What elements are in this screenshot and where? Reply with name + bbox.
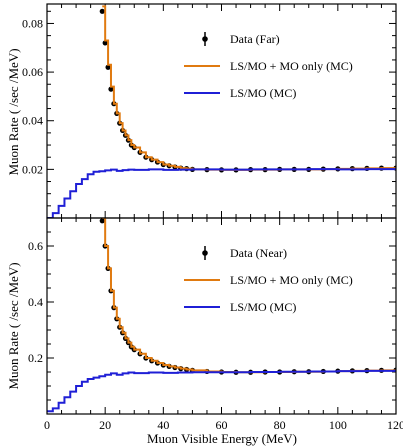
x-tick-label: 100 xyxy=(329,418,347,432)
plot-frame xyxy=(46,217,397,415)
legend-label: LS/MO (MC) xyxy=(230,300,296,314)
y-tick-label: 0.2 xyxy=(28,351,43,365)
x-tick-label: 40 xyxy=(157,418,169,432)
bottom-ylabel: Muon Rate ( /sec /MeV) xyxy=(6,262,21,389)
top-panel: 0.02 0.04 0.06 0.08 Data (Far) LS/MO + MO onl… xyxy=(22,3,397,219)
x-tick-label: 120 xyxy=(387,418,403,432)
legend-label: LS/MO + MO only (MC) xyxy=(230,273,353,287)
data-point xyxy=(108,86,114,92)
y-tick-label: 0.6 xyxy=(28,239,43,253)
y-tick-label: 0.06 xyxy=(22,65,43,79)
series-sum-mc-line xyxy=(102,218,396,374)
y-tick-label: 0.04 xyxy=(22,114,43,128)
bottom-panel: 0.2 0.4 0.6 0 20 40 60 80 100 120 Data (Near) LS/MO… xyxy=(28,217,403,432)
y-tick-label: 0.08 xyxy=(22,16,43,30)
plot-frame xyxy=(46,3,397,219)
data-point xyxy=(102,40,108,46)
data-point xyxy=(99,8,105,14)
legend-label: Data (Far) xyxy=(230,32,280,46)
series-ls-mc-line xyxy=(47,369,396,413)
y-tick-label: 0.4 xyxy=(28,295,43,309)
legend-label: Data (Near) xyxy=(230,246,287,260)
series-ls-mc-line xyxy=(47,168,396,218)
legend-data-marker xyxy=(202,36,208,42)
data-point xyxy=(105,64,111,70)
x-tick-label: 20 xyxy=(99,418,111,432)
x-tick-label: 80 xyxy=(274,418,286,432)
x-tick-label: 60 xyxy=(216,418,228,432)
top-ylabel: Muon Rate ( /sec /MeV) xyxy=(6,48,21,175)
data-point xyxy=(99,218,105,224)
legend-label: LS/MO + MO only (MC) xyxy=(230,59,353,73)
xlabel: Muon Visible Energy (MeV) xyxy=(147,431,297,446)
legend-label: LS/MO (MC) xyxy=(230,86,296,100)
y-tick-label: 0.02 xyxy=(22,162,43,176)
x-tick-label: 0 xyxy=(44,418,50,432)
legend-data-marker xyxy=(202,250,208,256)
